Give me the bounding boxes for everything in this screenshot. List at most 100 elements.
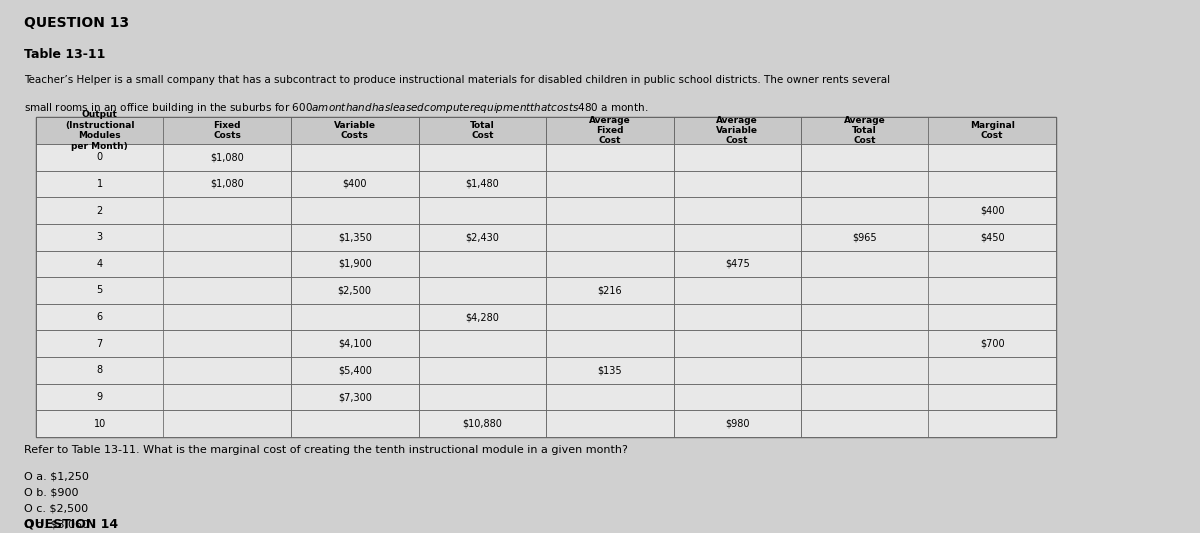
Bar — [163, 304, 292, 330]
Text: QUESTION 14: QUESTION 14 — [24, 518, 118, 530]
Bar — [419, 224, 546, 251]
Bar — [929, 357, 1056, 384]
Text: $400: $400 — [342, 179, 367, 189]
Text: $4,100: $4,100 — [338, 339, 372, 349]
Text: $216: $216 — [598, 286, 622, 295]
Bar — [802, 171, 929, 197]
Bar — [929, 410, 1056, 437]
Bar — [292, 171, 419, 197]
Text: $7,300: $7,300 — [338, 392, 372, 402]
Bar — [292, 144, 419, 171]
Bar — [802, 330, 929, 357]
Bar — [546, 117, 673, 144]
Bar — [419, 330, 546, 357]
Bar — [673, 304, 802, 330]
Bar — [929, 171, 1056, 197]
Bar — [929, 277, 1056, 304]
Bar — [163, 357, 292, 384]
Bar — [546, 144, 673, 171]
Text: 10: 10 — [94, 419, 106, 429]
Text: $2,430: $2,430 — [466, 232, 499, 242]
Bar — [929, 304, 1056, 330]
Bar — [163, 330, 292, 357]
Text: $1,080: $1,080 — [210, 152, 244, 162]
Bar — [292, 304, 419, 330]
Text: Average
Fixed
Cost: Average Fixed Cost — [589, 116, 631, 146]
Bar — [163, 251, 292, 277]
Text: QUESTION 13: QUESTION 13 — [24, 16, 130, 30]
Text: $1,900: $1,900 — [338, 259, 372, 269]
Bar — [36, 171, 163, 197]
Bar — [419, 304, 546, 330]
Bar — [546, 330, 673, 357]
Bar — [802, 304, 929, 330]
Bar — [36, 224, 163, 251]
Bar — [163, 171, 292, 197]
Bar — [546, 304, 673, 330]
Bar — [419, 357, 546, 384]
Bar — [802, 384, 929, 410]
Text: Fixed
Costs: Fixed Costs — [214, 121, 241, 140]
Bar — [36, 384, 163, 410]
Text: Variable
Costs: Variable Costs — [334, 121, 376, 140]
Bar — [419, 384, 546, 410]
Bar — [419, 277, 546, 304]
Bar — [929, 330, 1056, 357]
Bar — [36, 197, 163, 224]
Bar — [673, 224, 802, 251]
Text: $2,500: $2,500 — [337, 286, 372, 295]
Bar — [929, 197, 1056, 224]
Bar — [802, 410, 929, 437]
Text: Teacher’s Helper is a small company that has a subcontract to produce instructio: Teacher’s Helper is a small company that… — [24, 75, 890, 85]
Bar — [163, 224, 292, 251]
Text: O a. $1,250: O a. $1,250 — [24, 472, 89, 482]
Bar — [163, 410, 292, 437]
Text: 1: 1 — [97, 179, 103, 189]
Bar — [673, 117, 802, 144]
Text: $135: $135 — [598, 366, 622, 375]
Bar — [292, 224, 419, 251]
Text: Refer to Table 13-11. What is the marginal cost of creating the tenth instructio: Refer to Table 13-11. What is the margin… — [24, 445, 628, 455]
Bar — [36, 304, 163, 330]
Bar — [802, 357, 929, 384]
Bar — [292, 197, 419, 224]
Bar — [163, 384, 292, 410]
Text: Table 13-11: Table 13-11 — [24, 48, 106, 61]
Bar — [419, 410, 546, 437]
Bar — [292, 330, 419, 357]
Bar — [36, 330, 163, 357]
Text: $980: $980 — [725, 419, 750, 429]
Bar — [292, 117, 419, 144]
Bar — [673, 330, 802, 357]
Bar — [546, 224, 673, 251]
Bar — [292, 384, 419, 410]
Bar — [802, 197, 929, 224]
Bar — [673, 384, 802, 410]
Bar — [36, 277, 163, 304]
Bar — [163, 144, 292, 171]
Bar — [802, 144, 929, 171]
Text: Total
Cost: Total Cost — [470, 121, 494, 140]
Bar — [673, 251, 802, 277]
Text: O c. $2,500: O c. $2,500 — [24, 504, 88, 514]
Bar — [546, 384, 673, 410]
Text: 6: 6 — [97, 312, 103, 322]
Text: 8: 8 — [97, 366, 103, 375]
Text: $400: $400 — [980, 206, 1004, 215]
Text: $965: $965 — [852, 232, 877, 242]
Text: 5: 5 — [97, 286, 103, 295]
Bar — [929, 144, 1056, 171]
Text: $10,880: $10,880 — [462, 419, 502, 429]
Text: $1,480: $1,480 — [466, 179, 499, 189]
Bar — [802, 277, 929, 304]
Bar — [546, 197, 673, 224]
Text: 7: 7 — [97, 339, 103, 349]
Text: Average
Variable
Cost: Average Variable Cost — [716, 116, 758, 146]
Bar — [802, 117, 929, 144]
Text: $4,280: $4,280 — [466, 312, 499, 322]
Bar — [673, 144, 802, 171]
Text: $475: $475 — [725, 259, 750, 269]
Bar — [419, 171, 546, 197]
Bar — [673, 197, 802, 224]
Bar — [673, 410, 802, 437]
